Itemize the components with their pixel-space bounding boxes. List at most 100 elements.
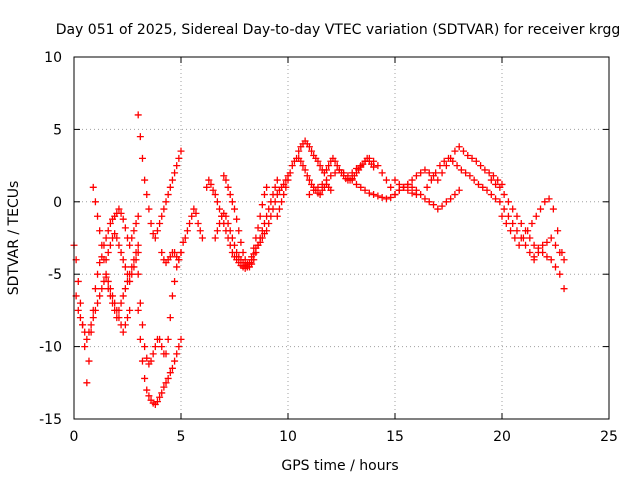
data-point — [168, 176, 176, 184]
data-point — [378, 193, 386, 201]
data-point — [357, 162, 365, 170]
data-point — [79, 321, 87, 329]
data-point — [269, 191, 277, 199]
x-tick-label: 10 — [279, 429, 297, 445]
series-track-h — [158, 205, 206, 267]
data-point — [423, 183, 431, 191]
data-point — [119, 328, 127, 336]
data-point — [188, 212, 196, 220]
data-point — [466, 172, 474, 180]
data-point — [237, 238, 245, 246]
data-point — [228, 234, 236, 242]
data-point — [509, 205, 517, 213]
data-point — [134, 111, 142, 119]
data-point — [278, 198, 286, 206]
data-point — [126, 306, 134, 314]
data-point — [382, 176, 390, 184]
data-point — [327, 172, 335, 180]
data-point — [96, 292, 104, 300]
data-point — [141, 374, 149, 382]
data-point — [459, 147, 467, 155]
data-point — [226, 191, 234, 199]
series-track-p — [391, 143, 506, 191]
data-point — [91, 285, 99, 293]
data-point — [284, 176, 292, 184]
data-point — [417, 191, 425, 199]
data-point — [224, 183, 232, 191]
data-point — [149, 350, 157, 358]
data-point — [314, 183, 322, 191]
data-point — [453, 162, 461, 170]
data-point — [171, 357, 179, 365]
data-point — [468, 154, 476, 162]
data-point — [143, 191, 151, 199]
series-track-l — [273, 154, 335, 220]
series-track-r — [487, 176, 568, 293]
data-point — [233, 215, 241, 223]
series-track-t — [530, 234, 568, 264]
data-point — [434, 176, 442, 184]
series-track-k — [220, 172, 281, 271]
series-track-f — [134, 248, 185, 368]
x-tick-label: 20 — [493, 429, 511, 445]
data-point — [515, 241, 523, 249]
data-point — [500, 191, 508, 199]
data-point — [391, 176, 399, 184]
data-point — [457, 166, 465, 174]
data-point — [104, 285, 112, 293]
data-point — [160, 205, 168, 213]
data-point — [267, 198, 275, 206]
data-point — [106, 241, 114, 249]
data-point — [323, 166, 331, 174]
data-point — [365, 189, 373, 197]
data-point — [168, 292, 176, 300]
x-tick-label: 25 — [600, 429, 618, 445]
data-point — [177, 248, 185, 256]
data-point — [357, 183, 365, 191]
data-point — [421, 166, 429, 174]
data-point — [138, 154, 146, 162]
data-point — [438, 169, 446, 177]
data-point — [303, 172, 311, 180]
data-point — [250, 256, 258, 264]
data-point — [181, 234, 189, 242]
data-point — [158, 389, 166, 397]
data-point — [543, 253, 551, 261]
series-track-i — [203, 176, 271, 272]
data-point — [198, 234, 206, 242]
data-point — [115, 205, 123, 213]
data-point — [549, 205, 557, 213]
data-point — [547, 256, 555, 264]
series-track-b — [72, 273, 134, 343]
y-tick-label: 5 — [53, 122, 62, 138]
data-point — [489, 172, 497, 180]
data-point — [83, 379, 91, 387]
y-tick-label: 10 — [44, 50, 62, 66]
data-point — [496, 198, 504, 206]
data-point — [445, 154, 452, 162]
data-point — [318, 180, 326, 188]
data-point — [487, 191, 495, 199]
data-point — [81, 343, 89, 351]
data-point — [541, 198, 549, 206]
data-point — [117, 299, 125, 307]
series-track-s — [498, 195, 566, 256]
data-point — [492, 195, 500, 203]
data-point — [173, 263, 181, 271]
data-point — [301, 166, 309, 174]
data-point — [352, 180, 360, 188]
data-point — [132, 256, 140, 264]
data-point — [89, 183, 97, 191]
data-point — [224, 220, 232, 228]
data-point — [117, 248, 125, 256]
data-point — [474, 180, 482, 188]
data-point — [323, 176, 331, 184]
data-point — [164, 191, 172, 199]
data-point — [164, 374, 172, 382]
data-point — [462, 169, 470, 177]
data-point — [305, 143, 313, 151]
data-point — [173, 350, 181, 358]
data-point — [449, 157, 457, 165]
data-point — [481, 166, 489, 174]
